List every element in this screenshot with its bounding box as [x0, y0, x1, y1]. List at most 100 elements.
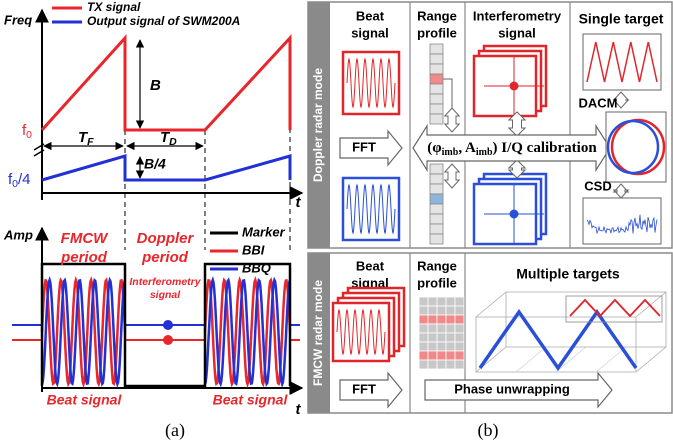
column-header: Beat	[356, 8, 385, 23]
column-header: Range	[417, 258, 457, 273]
range-bin	[446, 351, 455, 360]
column-header: Single target	[579, 11, 664, 27]
column-header: Multiple targets	[516, 266, 620, 282]
range-bin	[428, 360, 437, 369]
column-header: Beat	[356, 258, 385, 273]
range-bin	[455, 342, 464, 351]
range-bin	[428, 324, 437, 333]
range-bin	[430, 54, 443, 64]
range-bin	[455, 324, 464, 333]
text-tail: /4	[18, 171, 31, 188]
range-bin	[419, 315, 428, 324]
range-bin	[455, 306, 464, 315]
legend-label: TX signal	[87, 0, 141, 14]
csd-label: CSD	[584, 178, 611, 193]
range-bin	[446, 342, 455, 351]
range-bin	[430, 214, 443, 224]
range-bin	[437, 342, 446, 351]
range-bin	[430, 204, 443, 214]
range-bin	[446, 297, 455, 306]
range-bin	[419, 351, 428, 360]
mode-label: FMCW radar mode	[311, 280, 325, 386]
page: Freq t TX signalOutput signal of SWM200A f0…	[0, 0, 673, 447]
t-label: t	[296, 194, 302, 211]
range-bin	[430, 94, 443, 104]
bbi-dot	[163, 335, 173, 345]
t-label: t	[296, 401, 302, 418]
range-bin	[428, 333, 437, 342]
range-bin	[446, 324, 455, 333]
range-bin	[428, 297, 437, 306]
beat-signal-label: Beat signal	[213, 392, 289, 408]
range-bin	[455, 333, 464, 342]
range-bin	[430, 174, 443, 184]
calibration-part: imb	[476, 147, 493, 158]
fft-label: FFT	[352, 381, 376, 396]
range-bin	[419, 324, 428, 333]
text-sub: 0	[26, 129, 32, 141]
range-bin	[446, 360, 455, 369]
range-bin	[430, 44, 443, 54]
legend-label: BBQ	[242, 260, 271, 275]
range-bin	[428, 315, 437, 324]
tf-label: TF	[78, 129, 94, 148]
b-label: B	[150, 77, 161, 94]
dacm-label: DACM	[579, 95, 618, 110]
fmcw-period-label: period	[60, 249, 108, 266]
range-bin	[428, 351, 437, 360]
range-bin	[419, 333, 428, 342]
column-header: Range	[417, 8, 457, 23]
f0-quarter-label: f0/4	[8, 171, 31, 190]
range-bin	[446, 306, 455, 315]
range-bin	[437, 333, 446, 342]
range-bin	[419, 306, 428, 315]
range-bin	[437, 351, 446, 360]
range-bin	[430, 74, 443, 84]
range-bin	[430, 164, 443, 174]
range-bin	[430, 184, 443, 194]
range-bin	[430, 224, 443, 234]
range-bin	[437, 297, 446, 306]
fmcw-period-label: FMCW	[61, 230, 109, 247]
y-axis-label: Amp	[3, 227, 33, 242]
fft-label: FFT	[352, 139, 376, 154]
range-bin	[430, 194, 443, 204]
interf-dot	[510, 210, 519, 219]
doppler-period-label: Doppler	[137, 230, 195, 247]
td-label: TD	[160, 129, 177, 148]
b4-label: B/4	[144, 156, 166, 172]
calibration-part: ) I/Q calibration	[493, 140, 598, 156]
range-bin	[430, 104, 443, 114]
range-bin	[437, 315, 446, 324]
range-bin	[446, 315, 455, 324]
legend-label: Marker	[242, 224, 286, 239]
range-bin	[430, 114, 443, 124]
range-bin	[419, 297, 428, 306]
column-header: profile	[417, 275, 457, 290]
y-axis-label: Freq	[4, 12, 32, 27]
figure: Freq t TX signalOutput signal of SWM200A f0…	[0, 0, 673, 447]
range-bin	[455, 351, 464, 360]
range-bin	[455, 297, 464, 306]
swm-output	[42, 156, 290, 180]
legend-label: BBI	[242, 242, 265, 257]
mode-label: Doppler radar mode	[311, 68, 325, 182]
text-sub: D	[169, 136, 177, 148]
range-bin	[428, 306, 437, 315]
range-bin	[419, 360, 428, 369]
range-bin	[430, 84, 443, 94]
legend-label: Output signal of SWM200A	[87, 14, 240, 28]
range-bin	[419, 342, 428, 351]
bbq-dot	[163, 320, 173, 330]
calibration-part: (φ	[427, 140, 441, 156]
range-bin	[430, 64, 443, 74]
interf-dot	[510, 82, 519, 91]
column-header: Interferometry	[473, 8, 562, 23]
range-bin	[446, 333, 455, 342]
interferometry-label: signal	[150, 289, 181, 301]
range-bin	[437, 306, 446, 315]
range-bin	[437, 360, 446, 369]
range-bin	[437, 324, 446, 333]
range-bin	[455, 360, 464, 369]
doppler-period-label: period	[141, 249, 189, 266]
